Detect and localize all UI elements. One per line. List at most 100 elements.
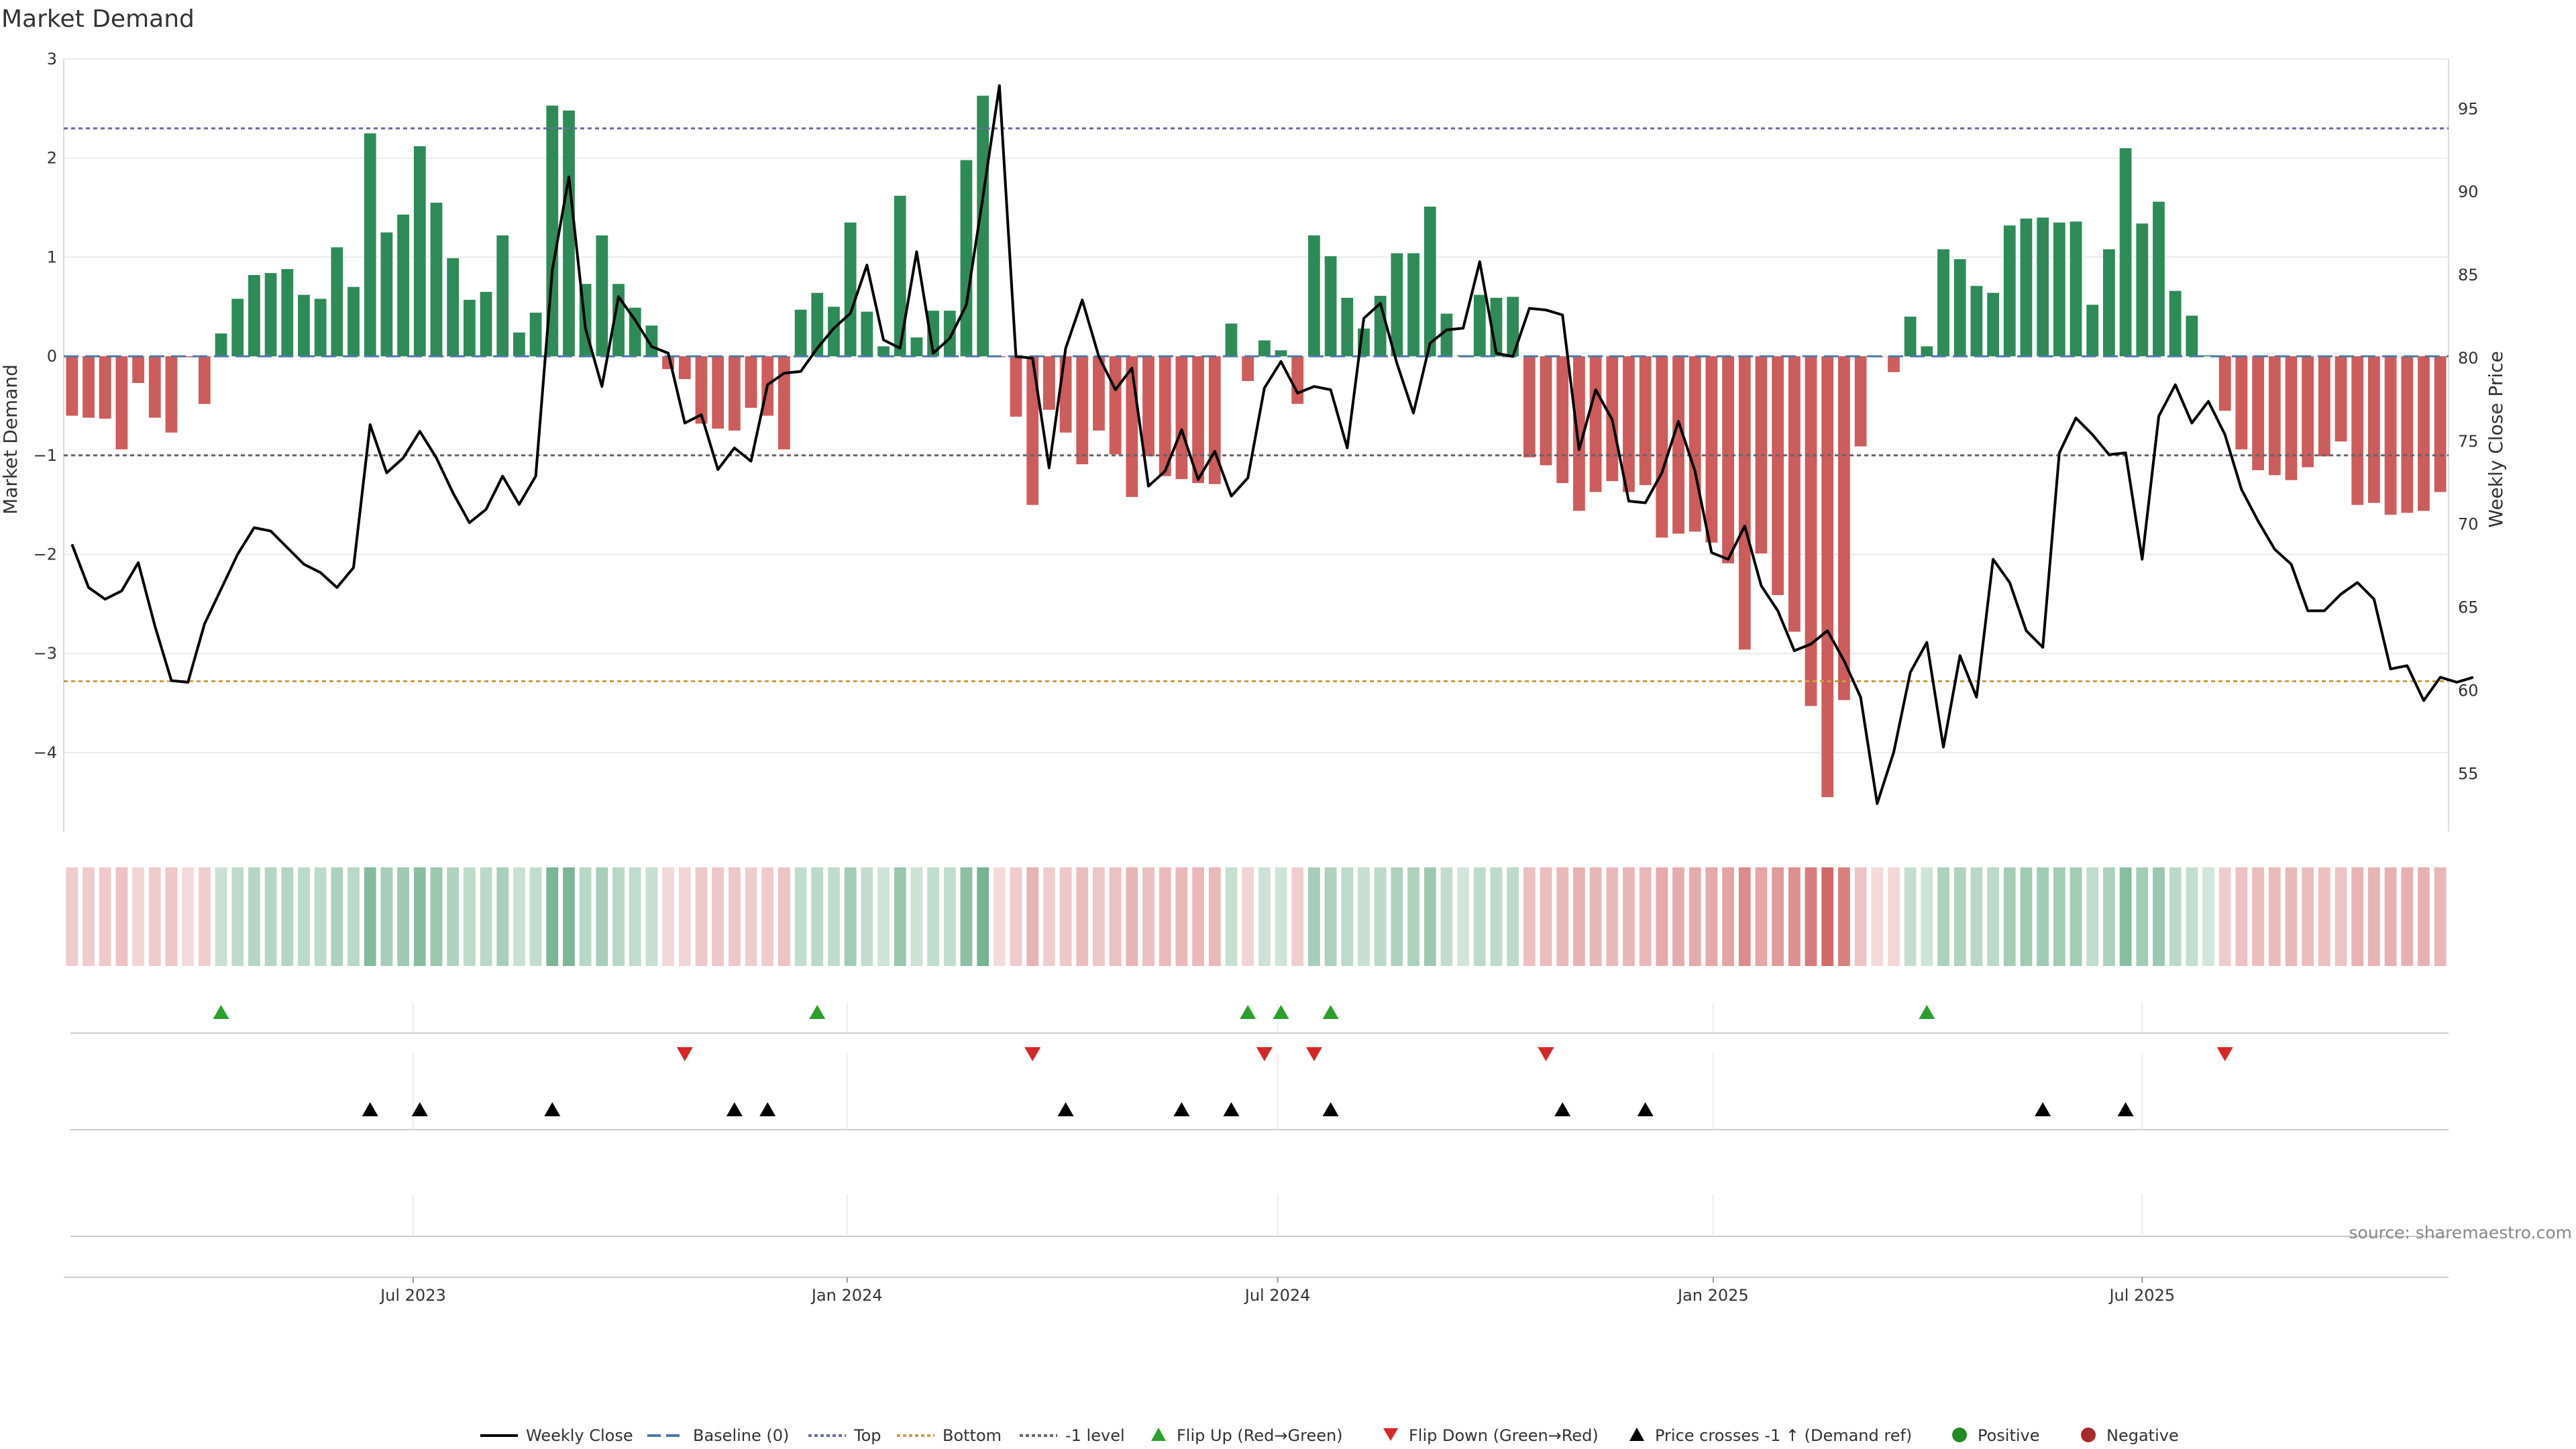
demand-bar [695,356,708,424]
heat-cell [1705,867,1718,966]
demand-bar [1192,356,1204,484]
heat-cell [828,867,840,966]
heat-cell [1010,867,1022,966]
y2-tick-label: 55 [2458,764,2479,783]
heat-cell [2384,867,2397,966]
heat-cell [678,867,691,966]
x-tick-label: Jul 2025 [2108,1286,2175,1305]
heat-cell [248,867,260,966]
heat-cell [1109,867,1122,966]
demand-bar [264,273,277,357]
chart-title: Market Demand [1,5,195,33]
heat-cell [2218,867,2231,966]
heat-cell [2368,867,2380,966]
demand-bar [2053,222,2065,357]
demand-bar [182,356,195,358]
demand-bar [2434,356,2447,492]
y-tick-label: −3 [34,644,57,663]
heat-cell [861,867,873,966]
heat-cell [712,867,724,966]
price-cross-marker [759,1102,776,1116]
demand-bar [844,222,857,357]
flip-down-marker [676,1047,693,1061]
heat-cell [2418,867,2430,966]
demand-bar [1888,356,1900,372]
heat-cell [347,867,360,966]
demand-bar [2418,356,2430,511]
demand-bar [2235,356,2248,449]
reference-lines [64,127,2449,683]
heat-cell [579,867,592,966]
demand-bar [1225,323,1238,357]
heat-cell [1540,867,1552,966]
heat-cell [977,867,989,966]
heat-cell [1473,867,1486,966]
demand-bar [1987,292,1999,357]
demand-bar [215,333,227,357]
legend-swatch [2081,1428,2096,1442]
demand-bar [2318,356,2330,457]
demand-bar [1258,340,1271,357]
demand-bar [1656,356,1668,538]
legend-label: Price crosses -1 ↑ (Demand ref) [1655,1426,1912,1445]
demand-bar [1076,356,1089,465]
heat-cell [596,867,608,966]
demand-bar [1970,286,1983,357]
heat-cell [1490,867,1503,966]
demand-bar [712,356,724,429]
heat-cell [99,867,111,966]
demand-bar [1705,356,1718,543]
demand-bar [281,269,294,357]
heat-cell [1324,867,1337,966]
y2-tick-label: 80 [2458,349,2479,368]
heat-cell [1656,867,1668,966]
flip-up-marker [1273,1005,1289,1019]
heat-cell [2268,867,2281,966]
heat-cell [645,867,658,966]
legend-label: Positive [1978,1426,2040,1445]
y-tick-label: 0 [47,347,57,366]
heat-cell [1126,867,1138,966]
heat-cell [728,867,741,966]
demand-bar [1059,356,1072,433]
legend-label: Bottom [943,1426,1002,1445]
heat-cell [695,867,708,966]
heat-cell [1722,867,1734,966]
price-cross-marker [726,1102,743,1116]
heat-cell [1838,867,1850,966]
legend-swatch [1952,1428,1967,1442]
heat-cell [1987,867,1999,966]
heat-cell [198,867,211,966]
demand-bar [397,214,409,357]
x-tick-label: Jul 2023 [379,1286,446,1305]
heat-cell [1589,867,1602,966]
heat-cell [1888,867,1900,966]
demand-bar [2119,148,2132,357]
heat-cell [1440,867,1453,966]
demand-bar [430,203,443,357]
demand-bar [513,332,525,357]
heat-cell [1043,867,1055,966]
demand-bar [347,286,360,357]
legend-label: Baseline (0) [693,1426,789,1445]
demand-bar [198,356,211,404]
event-markers [70,1003,2449,1237]
heat-cell [513,867,525,966]
heat-cell [1142,867,1155,966]
demand-bar [778,356,790,449]
heat-cell [1688,867,1701,966]
heat-cell [910,867,923,966]
demand-bar [314,299,327,357]
demand-bar [2103,249,2115,357]
demand-bar [1573,356,1585,511]
heat-cell [1854,867,1867,966]
heat-cell [894,867,906,966]
heat-cell [1341,867,1354,966]
demand-bar [2285,356,2298,480]
heat-cell [1308,867,1320,966]
demand-bar [596,235,608,357]
demand-heat-strip [66,867,2447,966]
legend-swatch [1151,1428,1166,1441]
demand-bar [960,160,973,357]
demand-bar [1738,356,1751,650]
